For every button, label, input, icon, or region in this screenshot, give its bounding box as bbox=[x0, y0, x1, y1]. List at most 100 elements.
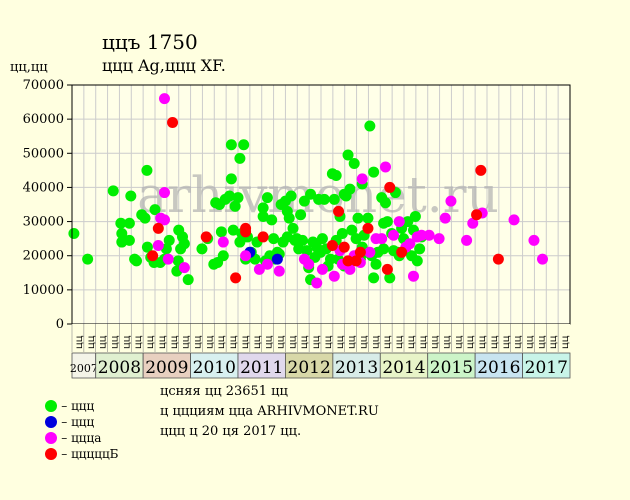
data-point bbox=[149, 204, 161, 216]
data-point bbox=[348, 158, 360, 170]
x-month-label: цц bbox=[74, 335, 85, 349]
data-point bbox=[215, 226, 227, 238]
data-point bbox=[287, 222, 299, 234]
data-point bbox=[409, 210, 421, 222]
y-tick-label: 60000 bbox=[23, 112, 64, 127]
data-point bbox=[439, 212, 451, 224]
data-point bbox=[147, 250, 159, 262]
x-year-label: 2017 bbox=[525, 358, 568, 378]
data-point bbox=[257, 231, 269, 243]
x-month-label: цц bbox=[276, 335, 287, 349]
data-point bbox=[316, 263, 328, 275]
data-point bbox=[158, 93, 170, 105]
chart-subtitle: ццц Ag,ццц XF. bbox=[102, 56, 226, 75]
data-point bbox=[368, 272, 380, 284]
data-point bbox=[182, 274, 194, 286]
data-point bbox=[330, 169, 342, 181]
data-point bbox=[318, 193, 330, 205]
x-month-label: цц bbox=[181, 335, 192, 349]
data-point bbox=[196, 243, 208, 255]
data-point bbox=[388, 229, 400, 241]
x-month-label: цц bbox=[359, 335, 370, 349]
x-month-label: цц bbox=[382, 335, 393, 349]
data-point bbox=[200, 231, 212, 243]
x-month-label: цц bbox=[430, 335, 441, 349]
year-cell bbox=[379, 352, 429, 379]
data-point bbox=[324, 253, 336, 265]
data-point bbox=[414, 243, 426, 255]
data-point bbox=[346, 224, 358, 236]
data-point bbox=[68, 228, 80, 240]
data-point bbox=[167, 117, 179, 129]
data-point bbox=[336, 228, 348, 240]
data-point bbox=[217, 250, 229, 262]
data-point bbox=[123, 234, 135, 246]
data-point bbox=[131, 255, 143, 267]
x-month-label: цц bbox=[370, 335, 381, 349]
data-point bbox=[384, 272, 396, 284]
legend-item: – ццц bbox=[30, 401, 94, 443]
x-month-label: цц bbox=[299, 335, 310, 349]
data-point bbox=[411, 255, 423, 267]
data-point bbox=[475, 164, 487, 176]
data-point bbox=[364, 120, 376, 132]
data-point bbox=[378, 243, 390, 255]
data-point bbox=[508, 214, 520, 226]
x-month-label: цц bbox=[228, 335, 239, 349]
data-point bbox=[225, 139, 237, 151]
data-point bbox=[285, 190, 297, 202]
x-month-label: цц bbox=[169, 335, 180, 349]
x-month-label: цц bbox=[501, 335, 512, 349]
x-month-label: цц bbox=[489, 335, 500, 349]
data-point bbox=[297, 234, 309, 246]
data-point bbox=[467, 217, 479, 229]
x-month-label: цц bbox=[465, 335, 476, 349]
data-point bbox=[227, 224, 239, 236]
y-tick-label: 0 bbox=[56, 317, 64, 332]
data-point bbox=[217, 236, 229, 248]
x-month-label: цц bbox=[560, 335, 571, 349]
x-month-label: цц bbox=[394, 335, 405, 349]
year-band: 2007 2008 2009 2010 2011 2012 2013 2014 2015 2016… bbox=[70, 352, 571, 379]
data-point bbox=[115, 217, 127, 229]
data-point bbox=[354, 246, 366, 258]
x-month-label: цц bbox=[442, 335, 453, 349]
data-point bbox=[240, 226, 252, 238]
x-month-label: цц bbox=[121, 335, 132, 349]
x-year-label: 2013 bbox=[335, 358, 378, 378]
data-point bbox=[416, 229, 428, 241]
data-point bbox=[162, 253, 174, 265]
data-point bbox=[295, 209, 307, 221]
x-year-label: 2012 bbox=[288, 358, 331, 378]
x-month-label: цц bbox=[133, 335, 144, 349]
year-cell bbox=[522, 352, 571, 379]
y-tick-label: 10000 bbox=[23, 283, 64, 298]
x-month-label: цц bbox=[548, 335, 559, 349]
data-point bbox=[445, 195, 457, 207]
data-point bbox=[328, 270, 340, 282]
y-tick-label: 50000 bbox=[23, 146, 64, 161]
chart-title: ццъ 1750 bbox=[102, 30, 198, 54]
legend-marker bbox=[45, 400, 58, 412]
x-month-label: цц bbox=[98, 335, 109, 349]
x-month-label: цц bbox=[525, 335, 536, 349]
legend-label: – цццццБ bbox=[61, 447, 119, 461]
x-year-label: 2008 bbox=[98, 358, 141, 378]
data-point bbox=[178, 238, 190, 250]
x-month-label: цц bbox=[335, 335, 346, 349]
data-point bbox=[163, 234, 175, 246]
legend-marker bbox=[45, 432, 58, 444]
data-point bbox=[381, 263, 393, 275]
data-point bbox=[123, 217, 135, 229]
data-point bbox=[268, 233, 280, 245]
data-point bbox=[380, 161, 392, 173]
x-month-label: цц bbox=[193, 335, 204, 349]
x-month-label: цц bbox=[323, 335, 334, 349]
data-point bbox=[342, 149, 354, 161]
x-month-label: цц bbox=[536, 335, 547, 349]
year-cell bbox=[190, 352, 239, 379]
legend-item: – ццц bbox=[30, 385, 94, 427]
x-month-label: цц bbox=[406, 335, 417, 349]
year-cell bbox=[237, 352, 286, 379]
data-point bbox=[407, 270, 419, 282]
